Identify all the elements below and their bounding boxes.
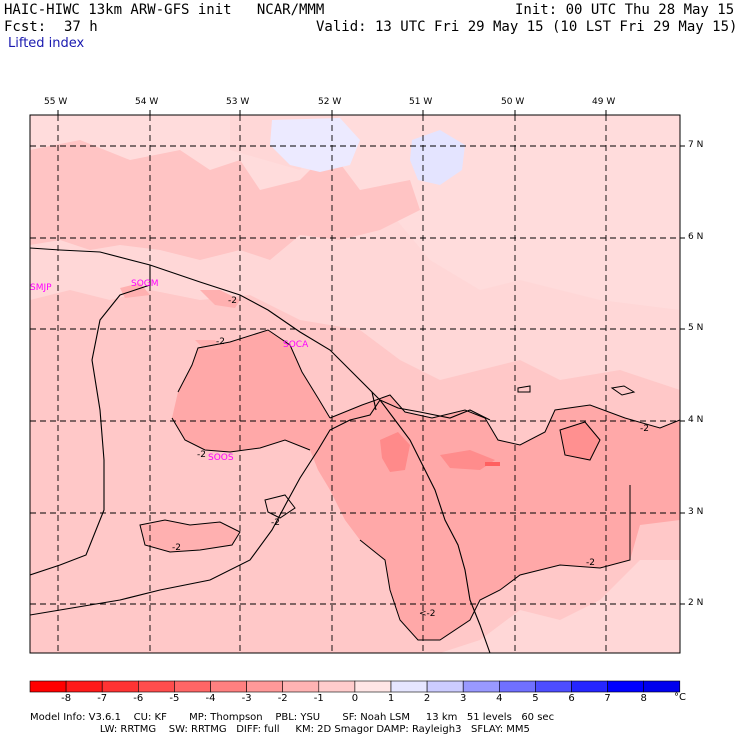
coastline-north — [30, 247, 491, 421]
colorbar-swatch — [426, 680, 464, 693]
colorbar-swatch — [643, 680, 681, 693]
colorbar — [29, 680, 681, 693]
contour-line-8 — [517, 385, 531, 393]
contour-line-9 — [264, 494, 296, 519]
colorbar-swatch — [101, 680, 139, 693]
forecast-label: Fcst: — [4, 19, 47, 35]
colorbar-tick-label: 0 — [351, 693, 359, 704]
colorbar-swatch — [390, 680, 428, 693]
footer-model-info-2: LW: RRTMG SW: RRTMG DIFF: full KM: 2D Sm… — [30, 724, 530, 735]
colorbar-swatch — [354, 680, 392, 693]
valid-time: Valid: 13 UTC Fri 29 May 15 (10 LST Fri … — [316, 19, 738, 35]
colorbar-swatch — [282, 680, 320, 693]
station-soca: SOCA — [283, 340, 309, 350]
colorbar-tick-label: 6 — [568, 693, 575, 704]
contour-line-2 — [329, 394, 680, 446]
contour-line-1 — [177, 329, 331, 419]
lat-label-5n: 5 N — [688, 323, 704, 333]
border-south — [30, 449, 319, 616]
contour-label: -2 — [228, 296, 237, 306]
colorbar-swatch — [29, 680, 67, 693]
blue-patch-west — [270, 118, 360, 172]
colorbar-swatch — [498, 680, 536, 693]
colorbar-tick-label: -7 — [97, 693, 108, 704]
field-name: Lifted index — [8, 36, 85, 51]
minus2-patch-southwest — [140, 520, 240, 552]
border-east — [379, 399, 491, 653]
red-patch-4 — [560, 422, 600, 460]
contour-line-4 — [359, 485, 631, 641]
lon-label-53w: 53 W — [226, 97, 250, 107]
colorbar-swatch — [138, 680, 175, 693]
lon-label-54w: 54 W — [135, 97, 159, 107]
contour-label: <-2 — [419, 609, 436, 619]
colorbar-tick-label: 2 — [423, 693, 431, 704]
init-time: Init: 00 UTC Thu 28 May 15 — [515, 2, 735, 18]
contour-label: -2 — [640, 424, 649, 434]
contour-label: -2 — [271, 518, 280, 528]
colorbar-swatch — [607, 680, 644, 693]
colorbar-tick-label: 8 — [640, 693, 647, 704]
lat-label-7n: 7 N — [688, 140, 704, 150]
colorbar-swatch — [210, 680, 247, 693]
colorbar-tick-label: -2 — [277, 693, 288, 704]
colorbar-tick-label: 4 — [496, 693, 503, 704]
map-frame — [29, 114, 681, 654]
red-patch-2 — [440, 450, 495, 470]
lon-label-55w: 55 W — [44, 97, 68, 107]
blue-patch-east — [410, 130, 465, 185]
colorbar-tick-label: -3 — [241, 693, 252, 704]
border-small — [371, 391, 377, 411]
border-west — [30, 265, 151, 576]
colorbar-swatch — [65, 680, 103, 693]
colorbar-swatch — [318, 680, 356, 693]
lifted-index-minus2-region — [172, 330, 680, 640]
station-soos: SOOS — [208, 453, 234, 463]
station-smjp: SMJP — [30, 283, 52, 293]
contour-label: -2 — [172, 543, 181, 553]
contour-line-3 — [171, 417, 311, 453]
lat-label-4n: 4 N — [688, 415, 704, 425]
colorbar-tick-label: -1 — [313, 693, 324, 704]
contour-label: -2 — [197, 450, 206, 460]
contour-line-5 — [139, 519, 241, 553]
lat-label-3n: 3 N — [688, 507, 704, 517]
colorbar-swatch — [174, 680, 211, 693]
border-river — [317, 399, 381, 451]
lat-lon-grid — [30, 115, 680, 653]
colorbar-tick-label: -4 — [205, 693, 216, 704]
colorbar-tick-label: 1 — [387, 693, 395, 704]
colorbar-swatch — [462, 680, 500, 693]
red-patch-1 — [380, 432, 410, 472]
lon-label-52w: 52 W — [318, 97, 342, 107]
forecast-hours: 37 h — [64, 19, 98, 35]
axis-ticks — [57, 110, 685, 605]
colorbar-unit: °C — [674, 692, 686, 703]
contour-label: -2 — [586, 558, 595, 568]
lat-label-6n: 6 N — [688, 232, 704, 242]
colorbar-tick-label: -6 — [133, 693, 144, 704]
minus2-patch-north — [200, 290, 240, 308]
contour-line-6 — [559, 421, 601, 461]
minus2-patch-small — [195, 340, 222, 350]
model-title: HAIC-HIWC 13km ARW-GFS init NCAR/MMM — [4, 2, 325, 18]
lat-label-2n: 2 N — [688, 598, 704, 608]
station-sogm: SOGM — [131, 279, 159, 289]
colorbar-tick-label: -5 — [169, 693, 180, 704]
footer-model-info-1: Model Info: V3.6.1 CU: KF MP: Thompson P… — [30, 712, 555, 723]
red-patch-3 — [485, 462, 500, 466]
colorbar-tick-label: -8 — [61, 693, 72, 704]
colorbar-swatch — [246, 680, 284, 693]
lon-label-50w: 50 W — [501, 97, 525, 107]
colorbar-tick-label: 7 — [604, 693, 611, 704]
contour-label: -2 — [216, 337, 225, 347]
colorbar-tick-label: 5 — [532, 693, 539, 704]
lon-label-49w: 49 W — [592, 97, 616, 107]
colorbar-swatch — [535, 680, 572, 693]
lon-label-51w: 51 W — [409, 97, 433, 107]
contour-line-7 — [610, 385, 636, 396]
colorbar-tick-label: 3 — [460, 693, 467, 704]
colorbar-swatch — [571, 680, 608, 693]
